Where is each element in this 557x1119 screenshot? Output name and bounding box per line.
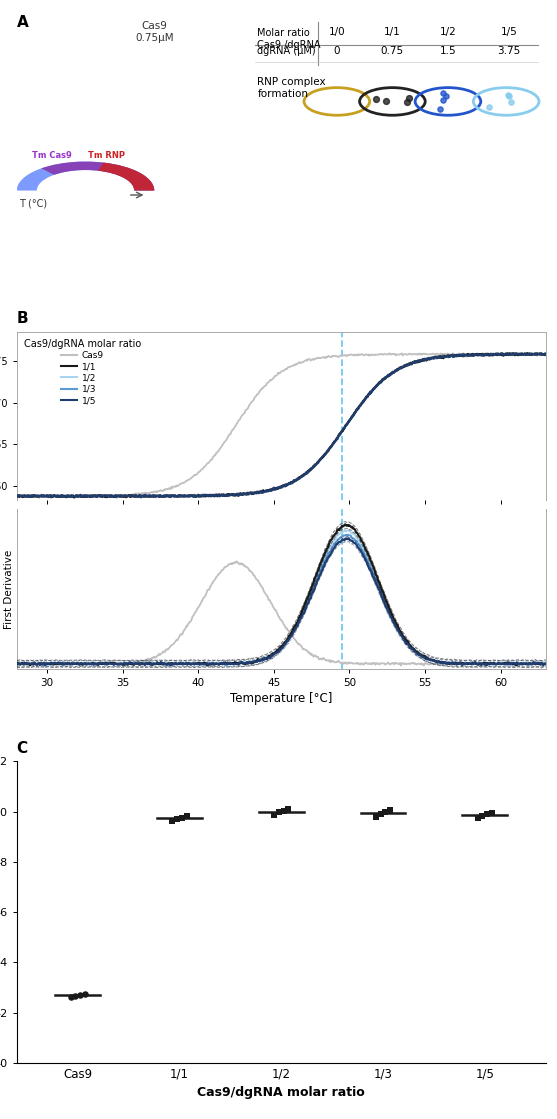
- Text: C: C: [17, 741, 28, 755]
- Point: [404, 88, 413, 106]
- Point: [438, 84, 447, 102]
- Point: [178, 809, 187, 827]
- Legend: Cas9, 1/1, 1/2, 1/3, 1/5: Cas9, 1/1, 1/2, 1/3, 1/5: [21, 336, 144, 407]
- Point: [487, 803, 496, 821]
- Point: [372, 808, 380, 826]
- Point: [381, 802, 390, 820]
- Wedge shape: [41, 161, 154, 190]
- Point: [80, 985, 89, 1003]
- Text: 0: 0: [334, 46, 340, 56]
- Point: [442, 87, 451, 105]
- Point: [71, 987, 80, 1005]
- Point: [182, 807, 191, 825]
- Point: [385, 801, 394, 819]
- Point: [439, 91, 448, 109]
- Text: Molar ratio
Cas9 /dgRNA: Molar ratio Cas9 /dgRNA: [257, 28, 321, 49]
- Text: 1/0: 1/0: [329, 27, 345, 37]
- Point: [473, 809, 482, 827]
- Point: [372, 90, 380, 107]
- Text: Tm Cas9: Tm Cas9: [32, 151, 71, 160]
- X-axis label: Temperature [°C]: Temperature [°C]: [230, 693, 333, 705]
- Point: [76, 986, 85, 1004]
- Point: [279, 802, 288, 820]
- Y-axis label: First Derivative: First Derivative: [4, 549, 14, 629]
- Point: [485, 97, 494, 115]
- Text: 3.75: 3.75: [497, 46, 520, 56]
- Point: [483, 805, 492, 822]
- Point: [173, 810, 182, 828]
- Text: A: A: [17, 15, 28, 29]
- Point: [270, 806, 278, 824]
- X-axis label: Cas9/dgRNA molar ratio: Cas9/dgRNA molar ratio: [197, 1087, 365, 1100]
- Text: 1/1: 1/1: [384, 27, 401, 37]
- Point: [275, 803, 284, 821]
- Point: [382, 93, 390, 111]
- Point: [376, 805, 385, 822]
- Text: RNP complex
formation: RNP complex formation: [257, 77, 326, 98]
- Point: [284, 800, 293, 818]
- Point: [478, 807, 487, 825]
- Text: 1/2: 1/2: [439, 27, 456, 37]
- Point: [507, 94, 516, 112]
- Text: 0.75: 0.75: [381, 46, 404, 56]
- Text: Tm RNP: Tm RNP: [88, 151, 125, 160]
- Point: [402, 93, 411, 111]
- Point: [504, 86, 512, 104]
- Point: [168, 812, 177, 830]
- Text: 1.5: 1.5: [439, 46, 456, 56]
- Point: [436, 100, 444, 117]
- Text: Cas9
0.75μM: Cas9 0.75μM: [135, 21, 174, 43]
- Text: B: B: [17, 311, 28, 326]
- Text: dgRNA (μM): dgRNA (μM): [257, 46, 316, 56]
- Point: [66, 988, 75, 1006]
- Text: T (°C): T (°C): [19, 198, 47, 208]
- Wedge shape: [98, 162, 154, 190]
- Point: [505, 87, 514, 105]
- Text: 1/5: 1/5: [500, 27, 517, 37]
- Wedge shape: [17, 161, 154, 190]
